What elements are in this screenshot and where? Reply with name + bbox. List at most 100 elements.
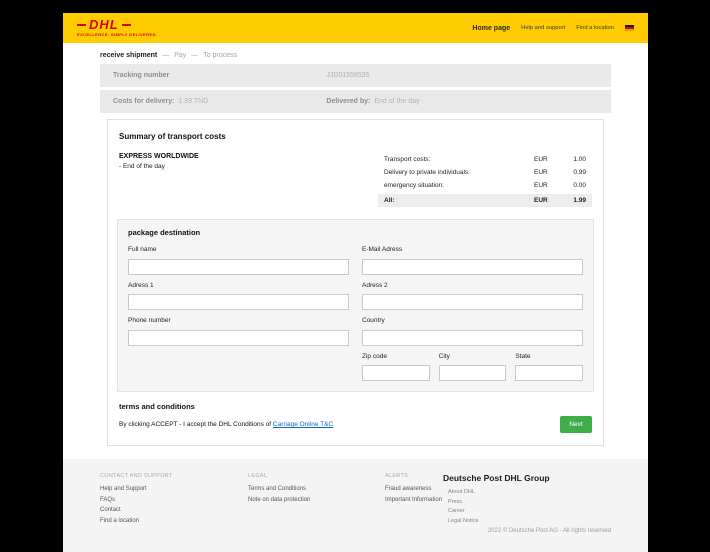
footer-column-legal: LEGAL Terms and Conditions Note on data … xyxy=(248,473,385,528)
cost-amount: 0.00 xyxy=(573,182,586,189)
adress2-field-group: Adress 2 xyxy=(362,281,583,310)
footer-column-alerts: ALERTS Fraud awareness Important Informa… xyxy=(385,473,443,528)
footer-link-important-information[interactable]: Important Information xyxy=(385,496,443,503)
footer-dpdhl-group-title: Deutsche Post DHL Group xyxy=(443,473,550,483)
zip-code-input[interactable] xyxy=(362,365,430,381)
adress1-input[interactable] xyxy=(128,294,349,310)
breadcrumb-separator: — xyxy=(191,52,199,59)
logo-dash-left xyxy=(77,23,86,27)
delivery-info-row: Costs for delivery: 1.99 TND Delivered b… xyxy=(100,90,611,113)
zip-field-group: Zip code xyxy=(362,353,430,381)
footer-alerts-title: ALERTS xyxy=(385,473,409,479)
breadcrumb-separator: — xyxy=(162,52,170,59)
breadcrumb: receive shipment — Pay — To process xyxy=(100,43,611,64)
breadcrumb-step-pay[interactable]: Pay xyxy=(174,52,187,59)
terms-row: By clicking ACCEPT - I accept the DHL Co… xyxy=(119,416,592,433)
top-header: DHL EXCELLENCE. SIMPLY DELIVERED. Home p… xyxy=(63,13,648,43)
terms-section: terms and conditions By clicking ACCEPT … xyxy=(119,402,592,433)
footer-link-find-a-location[interactable]: Find a location xyxy=(100,517,140,524)
state-input[interactable] xyxy=(515,365,584,381)
phone-number-input[interactable] xyxy=(128,329,349,346)
transport-costs-card: Summary of transport costs EXPRESS WORLD… xyxy=(107,119,604,446)
city-input[interactable] xyxy=(438,365,507,381)
cost-label: emergency situation: xyxy=(384,182,444,189)
breadcrumb-step-to-process[interactable]: To process xyxy=(203,52,238,59)
tracking-number-label: Tracking number xyxy=(113,72,170,79)
cost-row-transport: Transport costs: EUR 1.00 xyxy=(378,153,592,166)
footer-link-career[interactable]: Career xyxy=(448,508,465,514)
page-footer: CONTACT AND SUPPORT Help and Support FAQ… xyxy=(63,459,648,552)
footer-link-data-protection[interactable]: Note on data protection xyxy=(248,496,311,503)
form-column-right: E-Mail Adress Adress 2 Country xyxy=(362,246,584,381)
dhl-logo-text: DHL xyxy=(89,17,119,32)
summary-title: Summary of transport costs xyxy=(119,132,226,141)
full-name-input[interactable] xyxy=(128,258,349,275)
service-subtitle: - End of the day xyxy=(119,163,165,170)
footer-link-help-and-support[interactable]: Help and Support xyxy=(100,486,147,492)
cost-label: Transport costs: xyxy=(384,156,431,163)
package-destination-section: package destination Full name Adress 1 P… xyxy=(117,219,594,392)
costs-for-delivery-cell: Costs for delivery: 1.99 TND xyxy=(113,98,326,105)
footer-link-terms-and-conditions[interactable]: Terms and Conditions xyxy=(248,486,307,492)
footer-contact-title: CONTACT AND SUPPORT xyxy=(100,473,173,479)
adress1-field-group: Adress 1 xyxy=(128,281,349,310)
email-label: E-Mail Adress xyxy=(362,246,403,253)
state-field-group: State xyxy=(515,352,584,381)
cost-row-private-delivery: Delivery to private individuals: EUR 0.9… xyxy=(378,166,592,179)
nav-find-a-location[interactable]: Find a location xyxy=(576,25,614,31)
city-label: City xyxy=(438,352,450,360)
logo-dash-right xyxy=(121,23,131,27)
footer-link-legal-notice[interactable]: Legal Notice xyxy=(448,517,479,524)
cost-amount: 1.00 xyxy=(573,156,586,163)
adress1-label: Adress 1 xyxy=(128,281,154,289)
delivered-by-value: End of the day xyxy=(374,98,420,105)
state-label: State xyxy=(515,352,531,360)
cost-currency: EUR xyxy=(534,169,548,176)
nav-home-page[interactable]: Home page xyxy=(472,24,511,32)
delivered-by-label: Delivered by: xyxy=(326,98,371,105)
dhl-page: DHL EXCELLENCE. SIMPLY DELIVERED. Home p… xyxy=(63,13,648,552)
footer-link-press[interactable]: Press xyxy=(448,498,463,505)
next-button[interactable]: Next xyxy=(560,416,592,433)
footer-columns: CONTACT AND SUPPORT Help and Support FAQ… xyxy=(100,473,611,528)
zip-city-state-row: Zip code City State xyxy=(362,352,584,381)
cost-currency: EUR xyxy=(534,156,548,163)
footer-link-contact[interactable]: Contact xyxy=(100,507,121,513)
summary-section: EXPRESS WORLDWIDE - End of the day Trans… xyxy=(119,153,592,207)
costs-for-delivery-label: Costs for delivery: xyxy=(113,98,175,105)
tracking-number-row: Tracking number JJD01558535 xyxy=(100,64,611,87)
top-nav: Home page Help and support Find a locati… xyxy=(472,25,634,32)
country-input[interactable] xyxy=(362,329,583,346)
cost-amount: 1.99 xyxy=(573,197,586,204)
service-name: EXPRESS WORLDWIDE xyxy=(119,153,199,160)
costs-for-delivery-value: 1.99 TND xyxy=(178,98,209,105)
breadcrumb-step-receive-shipment[interactable]: receive shipment xyxy=(100,52,158,59)
email-input[interactable] xyxy=(362,258,583,275)
carriage-terms-link[interactable]: Carriage Online T&C xyxy=(272,421,334,428)
service-block: EXPRESS WORLDWIDE - End of the day xyxy=(119,153,199,207)
footer-column-dpdhl-group: Deutsche Post DHL Group About DHL Press … xyxy=(443,473,611,528)
german-flag-icon[interactable] xyxy=(625,24,634,32)
terms-text: By clicking ACCEPT - I accept the DHL Co… xyxy=(119,421,333,428)
footer-link-about-dhl[interactable]: About DHL xyxy=(448,489,475,495)
costs-table: Transport costs: EUR 1.00 Delivery to pr… xyxy=(378,153,592,207)
nav-help-and-support[interactable]: Help and support xyxy=(521,25,566,31)
dhl-logo-row: DHL xyxy=(77,17,157,32)
dhl-logo[interactable]: DHL EXCELLENCE. SIMPLY DELIVERED. xyxy=(77,17,158,37)
adress2-input[interactable] xyxy=(362,294,583,310)
footer-column-contact: CONTACT AND SUPPORT Help and Support FAQ… xyxy=(100,473,248,528)
phone-field-group: Phone number xyxy=(128,317,349,346)
cost-currency: EUR xyxy=(534,197,548,204)
dhl-logo-tagline: EXCELLENCE. SIMPLY DELIVERED. xyxy=(77,32,158,37)
footer-link-fraud-awareness[interactable]: Fraud awareness xyxy=(385,486,432,492)
footer-legal-title: LEGAL xyxy=(248,473,268,479)
cost-amount: 0.99 xyxy=(573,169,586,176)
main-content: receive shipment — Pay — To process Trac… xyxy=(63,43,648,446)
package-destination-title: package destination xyxy=(128,228,201,237)
copyright-notice: 2022 © Deutsche Post AG - All rights res… xyxy=(487,528,611,534)
footer-link-faqs[interactable]: FAQs xyxy=(100,496,116,503)
form-column-left: Full name Adress 1 Phone number xyxy=(128,246,349,381)
tracking-number-cell: Tracking number xyxy=(113,72,326,79)
adress2-label: Adress 2 xyxy=(362,281,388,289)
full-name-label: Full name xyxy=(128,246,157,253)
